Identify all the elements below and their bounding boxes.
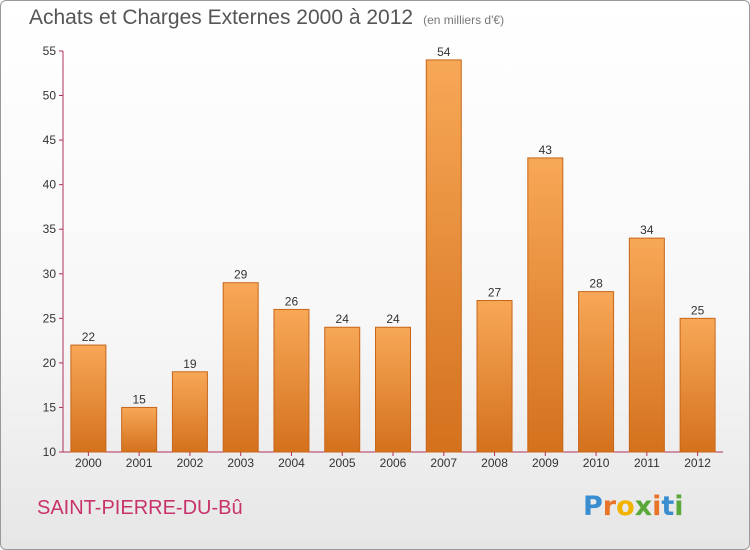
chart-title-text: Achats et Charges Externes 2000 à 2012 xyxy=(29,6,414,29)
x-tick-label: 2003 xyxy=(227,456,254,470)
y-tick-label: 20 xyxy=(43,356,57,370)
x-tick-label: 2000 xyxy=(75,456,102,470)
logo-letter: P xyxy=(583,491,603,522)
bar-group: 22 2000 xyxy=(70,330,107,470)
bar xyxy=(70,344,107,453)
bar xyxy=(375,326,411,453)
bar-group: 54 2007 xyxy=(425,45,462,470)
bar-group: 34 2011 xyxy=(628,223,665,470)
logo-letter: i xyxy=(652,491,662,522)
x-tick-label: 2012 xyxy=(684,456,711,470)
x-tick-label: 2011 xyxy=(634,456,660,470)
bar xyxy=(425,59,462,453)
bar-value-label: 27 xyxy=(488,286,502,300)
logo-letter: i xyxy=(674,491,684,522)
y-tick-label: 40 xyxy=(43,178,57,192)
y-tick-label: 25 xyxy=(43,311,57,325)
bar-group: 29 2003 xyxy=(222,268,259,470)
y-tick-label: 35 xyxy=(43,222,57,236)
chart-subtitle: (en milliers d'€) xyxy=(423,13,505,27)
logo-letter: o xyxy=(616,491,635,522)
y-tick-label: 15 xyxy=(43,400,57,414)
logo-letter: x xyxy=(634,491,653,522)
bar xyxy=(476,300,513,453)
bar-value-label: 29 xyxy=(234,268,248,282)
bar xyxy=(222,282,259,453)
bar-value-label: 26 xyxy=(285,294,299,308)
x-tick-label: 2009 xyxy=(532,456,559,470)
logo-letter: r xyxy=(602,491,617,522)
x-tick-label: 2007 xyxy=(430,456,457,470)
chart-title: Achats et Charges Externes 2000 à 2012 (e… xyxy=(29,6,504,30)
bar-group: 27 2008 xyxy=(476,286,513,470)
x-tick-label: 2004 xyxy=(278,456,305,470)
y-tick-label: 30 xyxy=(43,267,57,281)
bar xyxy=(578,291,615,453)
bar-group: 15 2001 xyxy=(121,392,158,470)
bar-group: 28 2010 xyxy=(578,277,615,470)
logo-letter: t xyxy=(661,491,675,522)
bar-group: 25 2012 xyxy=(679,303,716,470)
bar-value-label: 24 xyxy=(336,312,350,326)
x-tick-label: 2005 xyxy=(329,456,356,470)
y-tick-label: 55 xyxy=(43,44,57,58)
x-tick-label: 2006 xyxy=(380,456,407,470)
bar-value-label: 24 xyxy=(386,312,400,326)
bar-value-label: 28 xyxy=(589,277,603,291)
y-tick-label: 50 xyxy=(43,89,57,103)
bar-value-label: 54 xyxy=(437,45,451,59)
y-tick-label: 10 xyxy=(43,445,57,459)
bar-group: 43 2009 xyxy=(527,143,564,470)
bar xyxy=(628,237,665,453)
bar-group: 24 2005 xyxy=(324,312,361,470)
bar-value-label: 34 xyxy=(640,223,654,237)
x-tick-label: 2010 xyxy=(583,456,610,470)
bar xyxy=(273,308,310,453)
bar-value-label: 25 xyxy=(691,303,705,317)
bar-group: 24 2006 xyxy=(375,312,411,470)
bar xyxy=(324,326,361,453)
bar-value-label: 22 xyxy=(82,330,96,344)
y-tick-label: 45 xyxy=(43,133,57,147)
bar xyxy=(171,371,208,453)
bar-group: 19 2002 xyxy=(171,357,208,470)
proxiti-logo: Proxiti xyxy=(583,491,684,522)
x-tick-label: 2001 xyxy=(126,456,153,470)
bar-value-label: 19 xyxy=(183,357,197,371)
bar xyxy=(679,317,716,453)
bar xyxy=(121,406,158,453)
bar xyxy=(527,157,564,453)
bar-group: 26 2004 xyxy=(273,294,310,470)
bar-value-label: 43 xyxy=(539,143,553,157)
x-tick-label: 2008 xyxy=(481,456,508,470)
x-tick-label: 2002 xyxy=(177,456,204,470)
bar-value-label: 15 xyxy=(132,392,146,406)
commune-name: SAINT-PIERRE-DU-Bû xyxy=(37,497,243,519)
